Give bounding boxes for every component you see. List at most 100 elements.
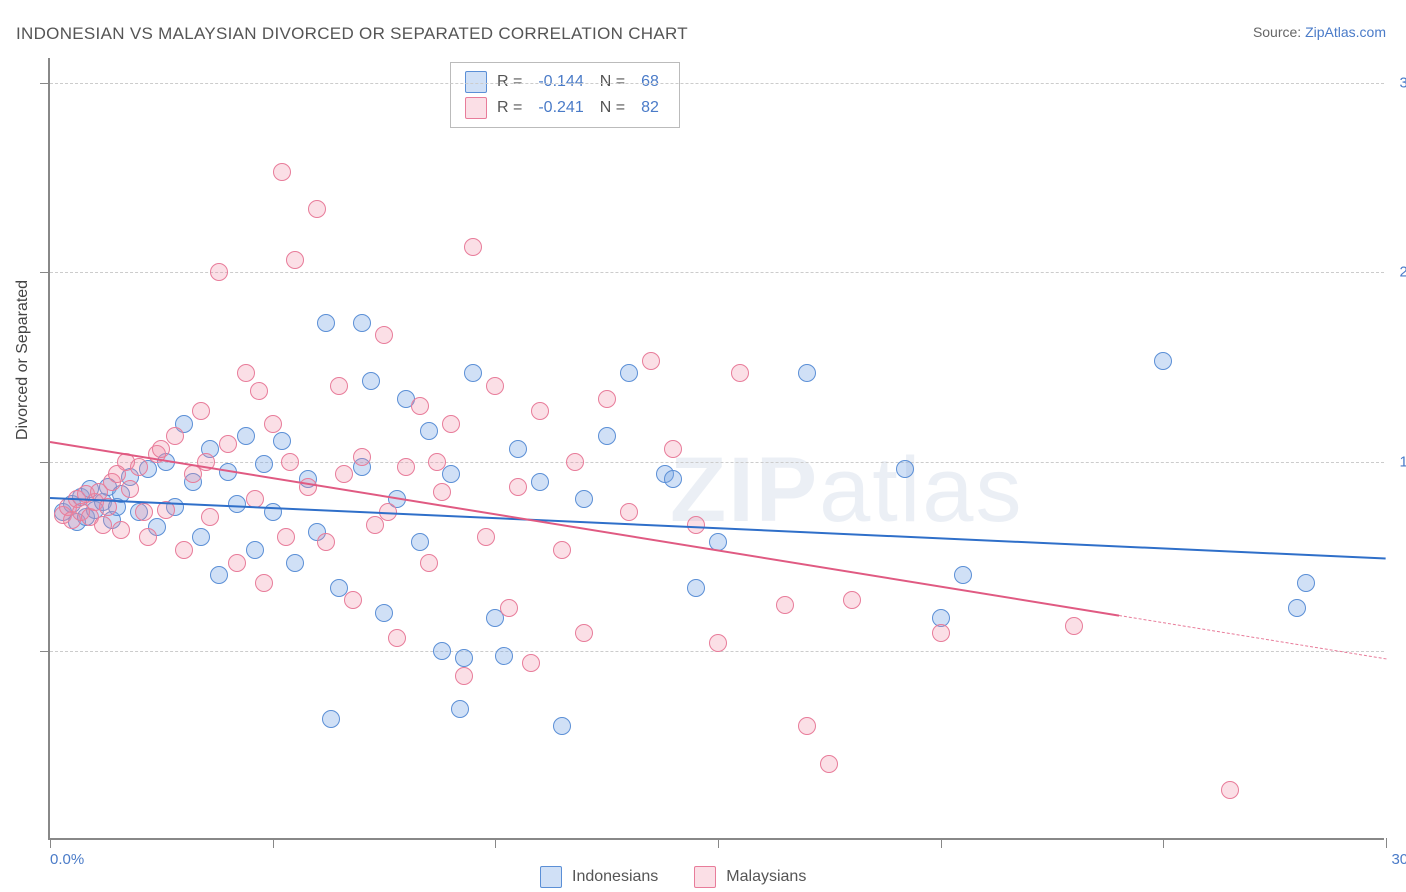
watermark-suffix: atlas bbox=[819, 439, 1023, 541]
y-tick-mark bbox=[40, 83, 50, 84]
swatch-icon bbox=[465, 97, 487, 119]
trend-line bbox=[50, 441, 1119, 617]
data-point bbox=[250, 382, 268, 400]
data-point bbox=[798, 717, 816, 735]
source-link[interactable]: ZipAtlas.com bbox=[1305, 24, 1386, 40]
data-point bbox=[317, 314, 335, 332]
legend-label: Indonesians bbox=[572, 868, 658, 886]
data-point bbox=[353, 314, 371, 332]
data-point bbox=[1065, 617, 1083, 635]
data-point bbox=[896, 460, 914, 478]
data-point bbox=[598, 427, 616, 445]
y-tick-label: 15.0% bbox=[1399, 453, 1406, 470]
swatch-icon bbox=[694, 866, 716, 888]
data-point bbox=[620, 364, 638, 382]
data-point bbox=[335, 465, 353, 483]
data-point bbox=[420, 422, 438, 440]
data-point bbox=[317, 533, 335, 551]
legend-item: Indonesians bbox=[540, 866, 658, 888]
data-point bbox=[411, 397, 429, 415]
data-point bbox=[228, 554, 246, 572]
data-point bbox=[108, 465, 126, 483]
data-point bbox=[575, 624, 593, 642]
chart-plot-area: ZIPatlas R = -0.144 N = 68 R = -0.241 N … bbox=[48, 58, 1384, 840]
data-point bbox=[553, 541, 571, 559]
x-tick-mark bbox=[1386, 838, 1387, 848]
data-point bbox=[330, 377, 348, 395]
data-point bbox=[798, 364, 816, 382]
data-point bbox=[451, 700, 469, 718]
data-point bbox=[344, 591, 362, 609]
chart-title: INDONESIAN VS MALAYSIAN DIVORCED OR SEPA… bbox=[16, 24, 688, 44]
data-point bbox=[152, 440, 170, 458]
swatch-icon bbox=[540, 866, 562, 888]
n-label: N = bbox=[600, 73, 625, 91]
data-point bbox=[687, 579, 705, 597]
data-point bbox=[843, 591, 861, 609]
source-label: Source: bbox=[1253, 24, 1305, 40]
data-point bbox=[932, 624, 950, 642]
n-value: 82 bbox=[641, 99, 659, 117]
data-point bbox=[375, 604, 393, 622]
data-point bbox=[442, 415, 460, 433]
data-point bbox=[192, 528, 210, 546]
data-point bbox=[264, 503, 282, 521]
y-tick-mark bbox=[40, 651, 50, 652]
data-point bbox=[353, 448, 371, 466]
data-point bbox=[509, 478, 527, 496]
data-point bbox=[397, 458, 415, 476]
source-attribution: Source: ZipAtlas.com bbox=[1253, 24, 1386, 40]
data-point bbox=[420, 554, 438, 572]
data-point bbox=[664, 440, 682, 458]
n-label: N = bbox=[600, 99, 625, 117]
data-point bbox=[642, 352, 660, 370]
y-tick-mark bbox=[40, 272, 50, 273]
data-point bbox=[219, 435, 237, 453]
n-value: 68 bbox=[641, 73, 659, 91]
stats-legend-box: R = -0.144 N = 68 R = -0.241 N = 82 bbox=[450, 62, 680, 128]
data-point bbox=[464, 364, 482, 382]
x-min-label: 0.0% bbox=[50, 851, 84, 868]
data-point bbox=[375, 326, 393, 344]
data-point bbox=[1154, 352, 1172, 370]
data-point bbox=[388, 629, 406, 647]
stats-row: R = -0.144 N = 68 bbox=[465, 69, 665, 95]
data-point bbox=[1297, 574, 1315, 592]
data-point bbox=[210, 566, 228, 584]
data-point bbox=[237, 364, 255, 382]
data-point bbox=[286, 554, 304, 572]
x-tick-mark bbox=[1163, 838, 1164, 848]
data-point bbox=[255, 574, 273, 592]
y-tick-mark bbox=[40, 462, 50, 463]
y-axis-label: Divorced or Separated bbox=[14, 280, 32, 440]
data-point bbox=[308, 200, 326, 218]
x-tick-mark bbox=[718, 838, 719, 848]
data-point bbox=[620, 503, 638, 521]
data-point bbox=[1288, 599, 1306, 617]
data-point bbox=[273, 432, 291, 450]
x-tick-mark bbox=[495, 838, 496, 848]
data-point bbox=[509, 440, 527, 458]
r-label: R = bbox=[497, 73, 522, 91]
x-tick-mark bbox=[941, 838, 942, 848]
data-point bbox=[575, 490, 593, 508]
data-point bbox=[776, 596, 794, 614]
y-tick-label: 30.0% bbox=[1399, 75, 1406, 92]
data-point bbox=[553, 717, 571, 735]
r-value: -0.241 bbox=[538, 99, 583, 117]
data-point bbox=[277, 528, 295, 546]
data-point bbox=[273, 163, 291, 181]
data-point bbox=[954, 566, 972, 584]
data-point bbox=[210, 263, 228, 281]
data-point bbox=[192, 402, 210, 420]
data-point bbox=[175, 541, 193, 559]
r-label: R = bbox=[497, 99, 522, 117]
bottom-legend: Indonesians Malaysians bbox=[540, 866, 806, 888]
data-point bbox=[428, 453, 446, 471]
data-point bbox=[433, 642, 451, 660]
data-point bbox=[495, 647, 513, 665]
data-point bbox=[237, 427, 255, 445]
data-point bbox=[433, 483, 451, 501]
data-point bbox=[531, 402, 549, 420]
data-point bbox=[455, 667, 473, 685]
